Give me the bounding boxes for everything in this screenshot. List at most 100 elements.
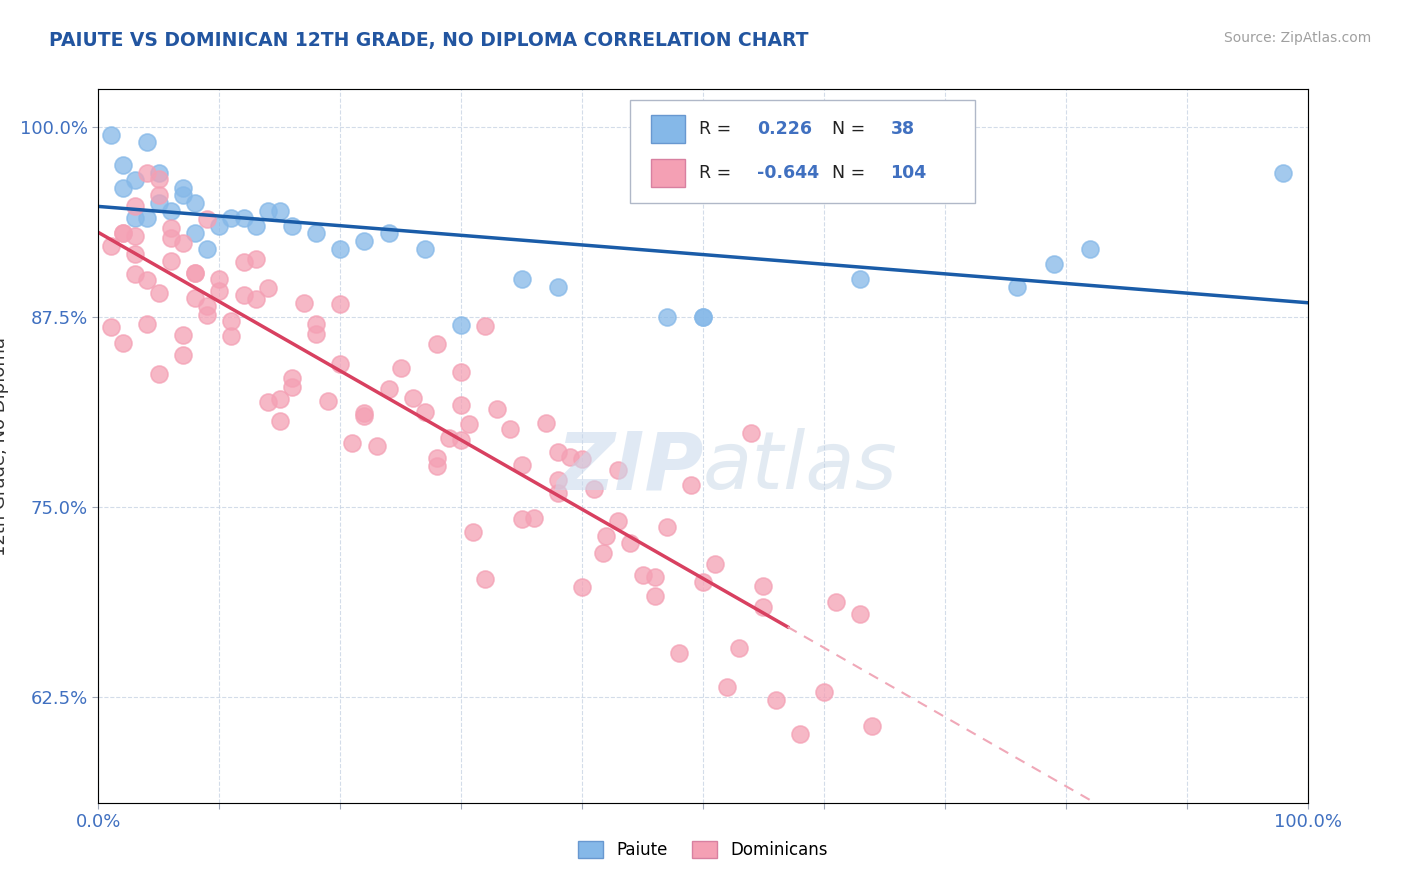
Text: 38: 38 xyxy=(890,120,914,137)
Legend: Paiute, Dominicans: Paiute, Dominicans xyxy=(571,834,835,866)
Point xyxy=(450,398,472,412)
Point xyxy=(523,511,546,525)
Text: ZIP: ZIP xyxy=(555,428,703,507)
Point xyxy=(437,432,460,446)
Point xyxy=(825,594,848,608)
Text: PAIUTE VS DOMINICAN 12TH GRADE, NO DIPLOMA CORRELATION CHART: PAIUTE VS DOMINICAN 12TH GRADE, NO DIPLO… xyxy=(49,31,808,50)
Point xyxy=(160,203,183,218)
Point xyxy=(221,313,243,327)
Point xyxy=(704,557,727,571)
Point xyxy=(1042,257,1064,271)
Point xyxy=(184,227,207,241)
Point xyxy=(245,252,267,266)
Point xyxy=(740,426,762,441)
Point xyxy=(135,136,157,150)
Point xyxy=(402,392,425,406)
Text: 104: 104 xyxy=(890,164,927,182)
Point xyxy=(728,640,751,655)
Point xyxy=(329,242,352,256)
Text: atlas: atlas xyxy=(703,428,898,507)
Point xyxy=(316,394,339,409)
Point xyxy=(752,599,775,614)
Point xyxy=(172,236,194,251)
Point xyxy=(510,458,533,472)
Point xyxy=(789,727,811,741)
Point xyxy=(644,570,666,584)
Text: Source: ZipAtlas.com: Source: ZipAtlas.com xyxy=(1223,31,1371,45)
Point xyxy=(281,219,304,233)
Point xyxy=(245,219,267,233)
Point xyxy=(510,512,533,526)
Point xyxy=(148,188,170,202)
Point xyxy=(377,382,399,396)
Point xyxy=(619,536,641,550)
Point xyxy=(860,719,883,733)
Point xyxy=(100,128,122,142)
Point xyxy=(353,406,375,420)
Point xyxy=(160,254,183,268)
Point xyxy=(269,413,291,427)
Point xyxy=(148,286,170,301)
Point xyxy=(644,589,666,603)
Point xyxy=(195,299,218,313)
Point xyxy=(679,478,702,492)
Point xyxy=(221,211,243,226)
Point xyxy=(184,291,207,305)
Text: 0.226: 0.226 xyxy=(758,120,813,137)
Point xyxy=(474,573,496,587)
Point xyxy=(547,473,569,487)
Point xyxy=(124,229,146,244)
Point xyxy=(1078,242,1101,256)
Point xyxy=(329,297,352,311)
Point xyxy=(510,272,533,286)
Point xyxy=(172,348,194,362)
Point xyxy=(655,310,678,324)
Point xyxy=(269,203,291,218)
FancyBboxPatch shape xyxy=(630,100,976,203)
Y-axis label: 12th Grade, No Diploma: 12th Grade, No Diploma xyxy=(0,336,8,556)
Point xyxy=(172,181,194,195)
Point xyxy=(160,230,183,244)
Point xyxy=(547,485,569,500)
Point xyxy=(413,405,436,419)
Point xyxy=(221,329,243,343)
Point xyxy=(111,158,134,172)
Point xyxy=(124,268,146,282)
Point xyxy=(292,296,315,310)
Point xyxy=(172,327,194,342)
Point xyxy=(558,450,581,464)
Point xyxy=(595,528,617,542)
Point xyxy=(607,514,630,528)
Point xyxy=(498,422,520,436)
Point xyxy=(148,172,170,186)
Point xyxy=(547,444,569,458)
Point xyxy=(184,266,207,280)
Point xyxy=(353,409,375,423)
Point xyxy=(269,392,291,406)
Point xyxy=(195,242,218,256)
Point xyxy=(172,188,194,202)
Point xyxy=(305,318,328,332)
FancyBboxPatch shape xyxy=(651,115,685,143)
Point xyxy=(752,579,775,593)
Point xyxy=(413,242,436,256)
Point xyxy=(232,211,254,226)
Point xyxy=(232,288,254,302)
Point xyxy=(100,239,122,253)
Point xyxy=(571,452,593,467)
Point xyxy=(342,436,364,450)
Point xyxy=(692,310,714,324)
Point xyxy=(849,607,872,621)
Point xyxy=(148,368,170,382)
Point xyxy=(450,434,472,448)
Point xyxy=(208,219,231,233)
Point xyxy=(184,267,207,281)
Text: R =: R = xyxy=(699,164,737,182)
Point xyxy=(583,482,606,496)
Point xyxy=(631,568,654,582)
Point xyxy=(592,546,614,560)
Point xyxy=(1272,166,1295,180)
Point xyxy=(463,524,485,539)
Point xyxy=(281,379,304,393)
Point xyxy=(124,211,146,226)
